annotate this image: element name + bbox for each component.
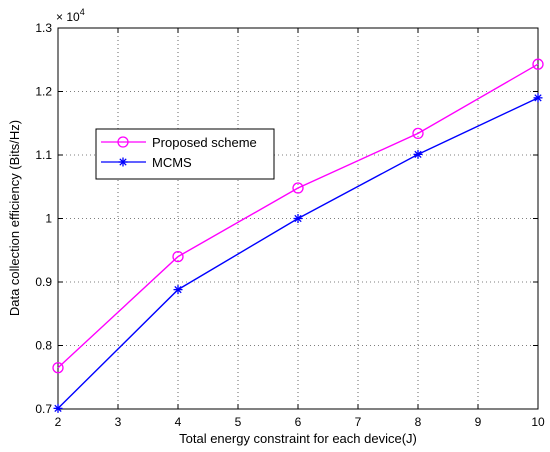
series-line-proposed <box>57 63 539 369</box>
x-tick-label: 5 <box>235 415 242 429</box>
x-tick-label: 9 <box>475 415 482 429</box>
legend-label-mcms: MCMS <box>152 155 192 170</box>
legend: Proposed scheme MCMS <box>95 128 275 180</box>
legend-marker-proposed <box>117 136 129 148</box>
y-tick-label: 1.2 <box>35 85 52 99</box>
x-tick-label: 6 <box>295 415 302 429</box>
y-tick-label: 0.7 <box>35 402 52 416</box>
data-point-mcms <box>533 93 543 103</box>
data-point-mcms <box>53 403 63 413</box>
y-tick-label: 0.8 <box>35 339 52 353</box>
y-tick-label: 1.3 <box>35 21 52 35</box>
legend-label-proposed: Proposed scheme <box>152 135 257 150</box>
data-point-proposed <box>412 127 424 140</box>
y-tick-label: 0.9 <box>35 275 52 289</box>
x-tick-label: 2 <box>55 415 62 429</box>
data-point-proposed <box>52 362 64 374</box>
x-axis-label: Total energy constraint for each device(… <box>179 431 417 446</box>
data-point-mcms <box>413 149 423 159</box>
x-tick-label: 3 <box>115 415 122 429</box>
data-point-mcms <box>293 214 303 223</box>
y-exponent-label: × 104 <box>56 7 85 24</box>
x-tick-label: 8 <box>415 415 422 429</box>
series-layer <box>52 58 544 413</box>
data-point-proposed <box>532 58 544 70</box>
legend-marker-mcms <box>118 157 128 167</box>
x-tick-label: 7 <box>355 415 362 429</box>
y-tick-label: 1 <box>45 212 52 226</box>
data-point-proposed <box>172 250 184 263</box>
data-point-proposed <box>292 182 304 194</box>
y-tick-label: 1.1 <box>35 148 52 162</box>
y-exponent-power: 4 <box>80 7 85 17</box>
y-axis-label: Data collection efficiency (Bits/Hz) <box>7 120 22 316</box>
legend-star-icon <box>118 157 128 167</box>
x-tick-label: 4 <box>175 415 182 429</box>
data-point-mcms <box>173 285 183 295</box>
x-tick-label: 10 <box>531 415 545 429</box>
tick-layer: 2 3 4 5 6 7 8 9 10 0.7 0.8 0.9 1 1.1 1.2 1.3 <box>35 21 545 429</box>
